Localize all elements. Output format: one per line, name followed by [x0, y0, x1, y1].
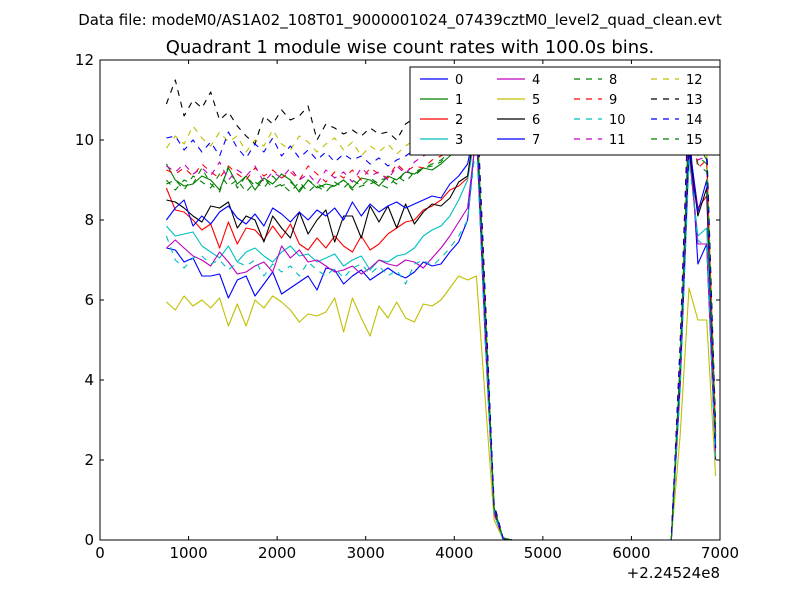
x-tick-label: 6000 [612, 544, 650, 562]
series-line-9 [166, 107, 717, 540]
legend-label-15: 15 [686, 133, 703, 148]
series-line-0 [166, 115, 717, 540]
y-tick-label: 6 [84, 291, 94, 309]
series-line-4 [166, 131, 717, 540]
series-line-6 [166, 115, 717, 540]
legend-label-1: 1 [455, 93, 463, 108]
legend-label-8: 8 [609, 73, 617, 88]
series-line-8 [165, 103, 717, 540]
legend-label-10: 10 [609, 113, 626, 128]
y-tick-label: 0 [84, 531, 94, 549]
legend-label-4: 4 [532, 73, 540, 88]
figure-suptitle: Data file: modeM0/AS1A02_108T01_90000010… [78, 11, 722, 30]
legend-label-3: 3 [455, 133, 463, 148]
x-tick-label: 3000 [347, 544, 385, 562]
y-tick-label: 4 [84, 371, 94, 389]
series-line-5 [166, 275, 717, 540]
legend-label-5: 5 [532, 93, 540, 108]
legend-label-7: 7 [532, 133, 540, 148]
x-tick-label: 5000 [524, 544, 562, 562]
series-line-1 [165, 107, 717, 540]
x-tick-label: 0 [95, 544, 105, 562]
legend-label-0: 0 [455, 73, 463, 88]
legend-label-14: 14 [686, 113, 703, 128]
x-tick-label: 1000 [169, 544, 207, 562]
x-tick-label: 7000 [701, 544, 739, 562]
legend-label-12: 12 [686, 73, 703, 88]
x-tick-label: 2000 [258, 544, 296, 562]
plot-area [165, 79, 717, 540]
legend-box [409, 66, 721, 156]
x-axis-offset-label: +2.24524e8 [627, 564, 720, 582]
legend-label-13: 13 [686, 93, 703, 108]
chart-title: Quadrant 1 module wise count rates with … [166, 37, 655, 58]
series-line-3 [165, 127, 717, 540]
series-line-2 [165, 123, 717, 540]
y-tick-label: 12 [75, 51, 94, 69]
series-line-11 [166, 99, 717, 540]
y-tick-label: 2 [84, 451, 94, 469]
y-tick-label: 10 [75, 131, 94, 149]
series-line-10 [165, 139, 717, 540]
legend-label-9: 9 [609, 93, 617, 108]
legend-label-2: 2 [455, 113, 463, 128]
x-tick-label: 4000 [435, 544, 473, 562]
legend-label-11: 11 [609, 133, 626, 148]
series-line-15 [166, 111, 717, 540]
series-line-7 [165, 119, 717, 540]
legend-label-6: 6 [532, 113, 540, 128]
y-tick-label: 8 [84, 211, 94, 229]
